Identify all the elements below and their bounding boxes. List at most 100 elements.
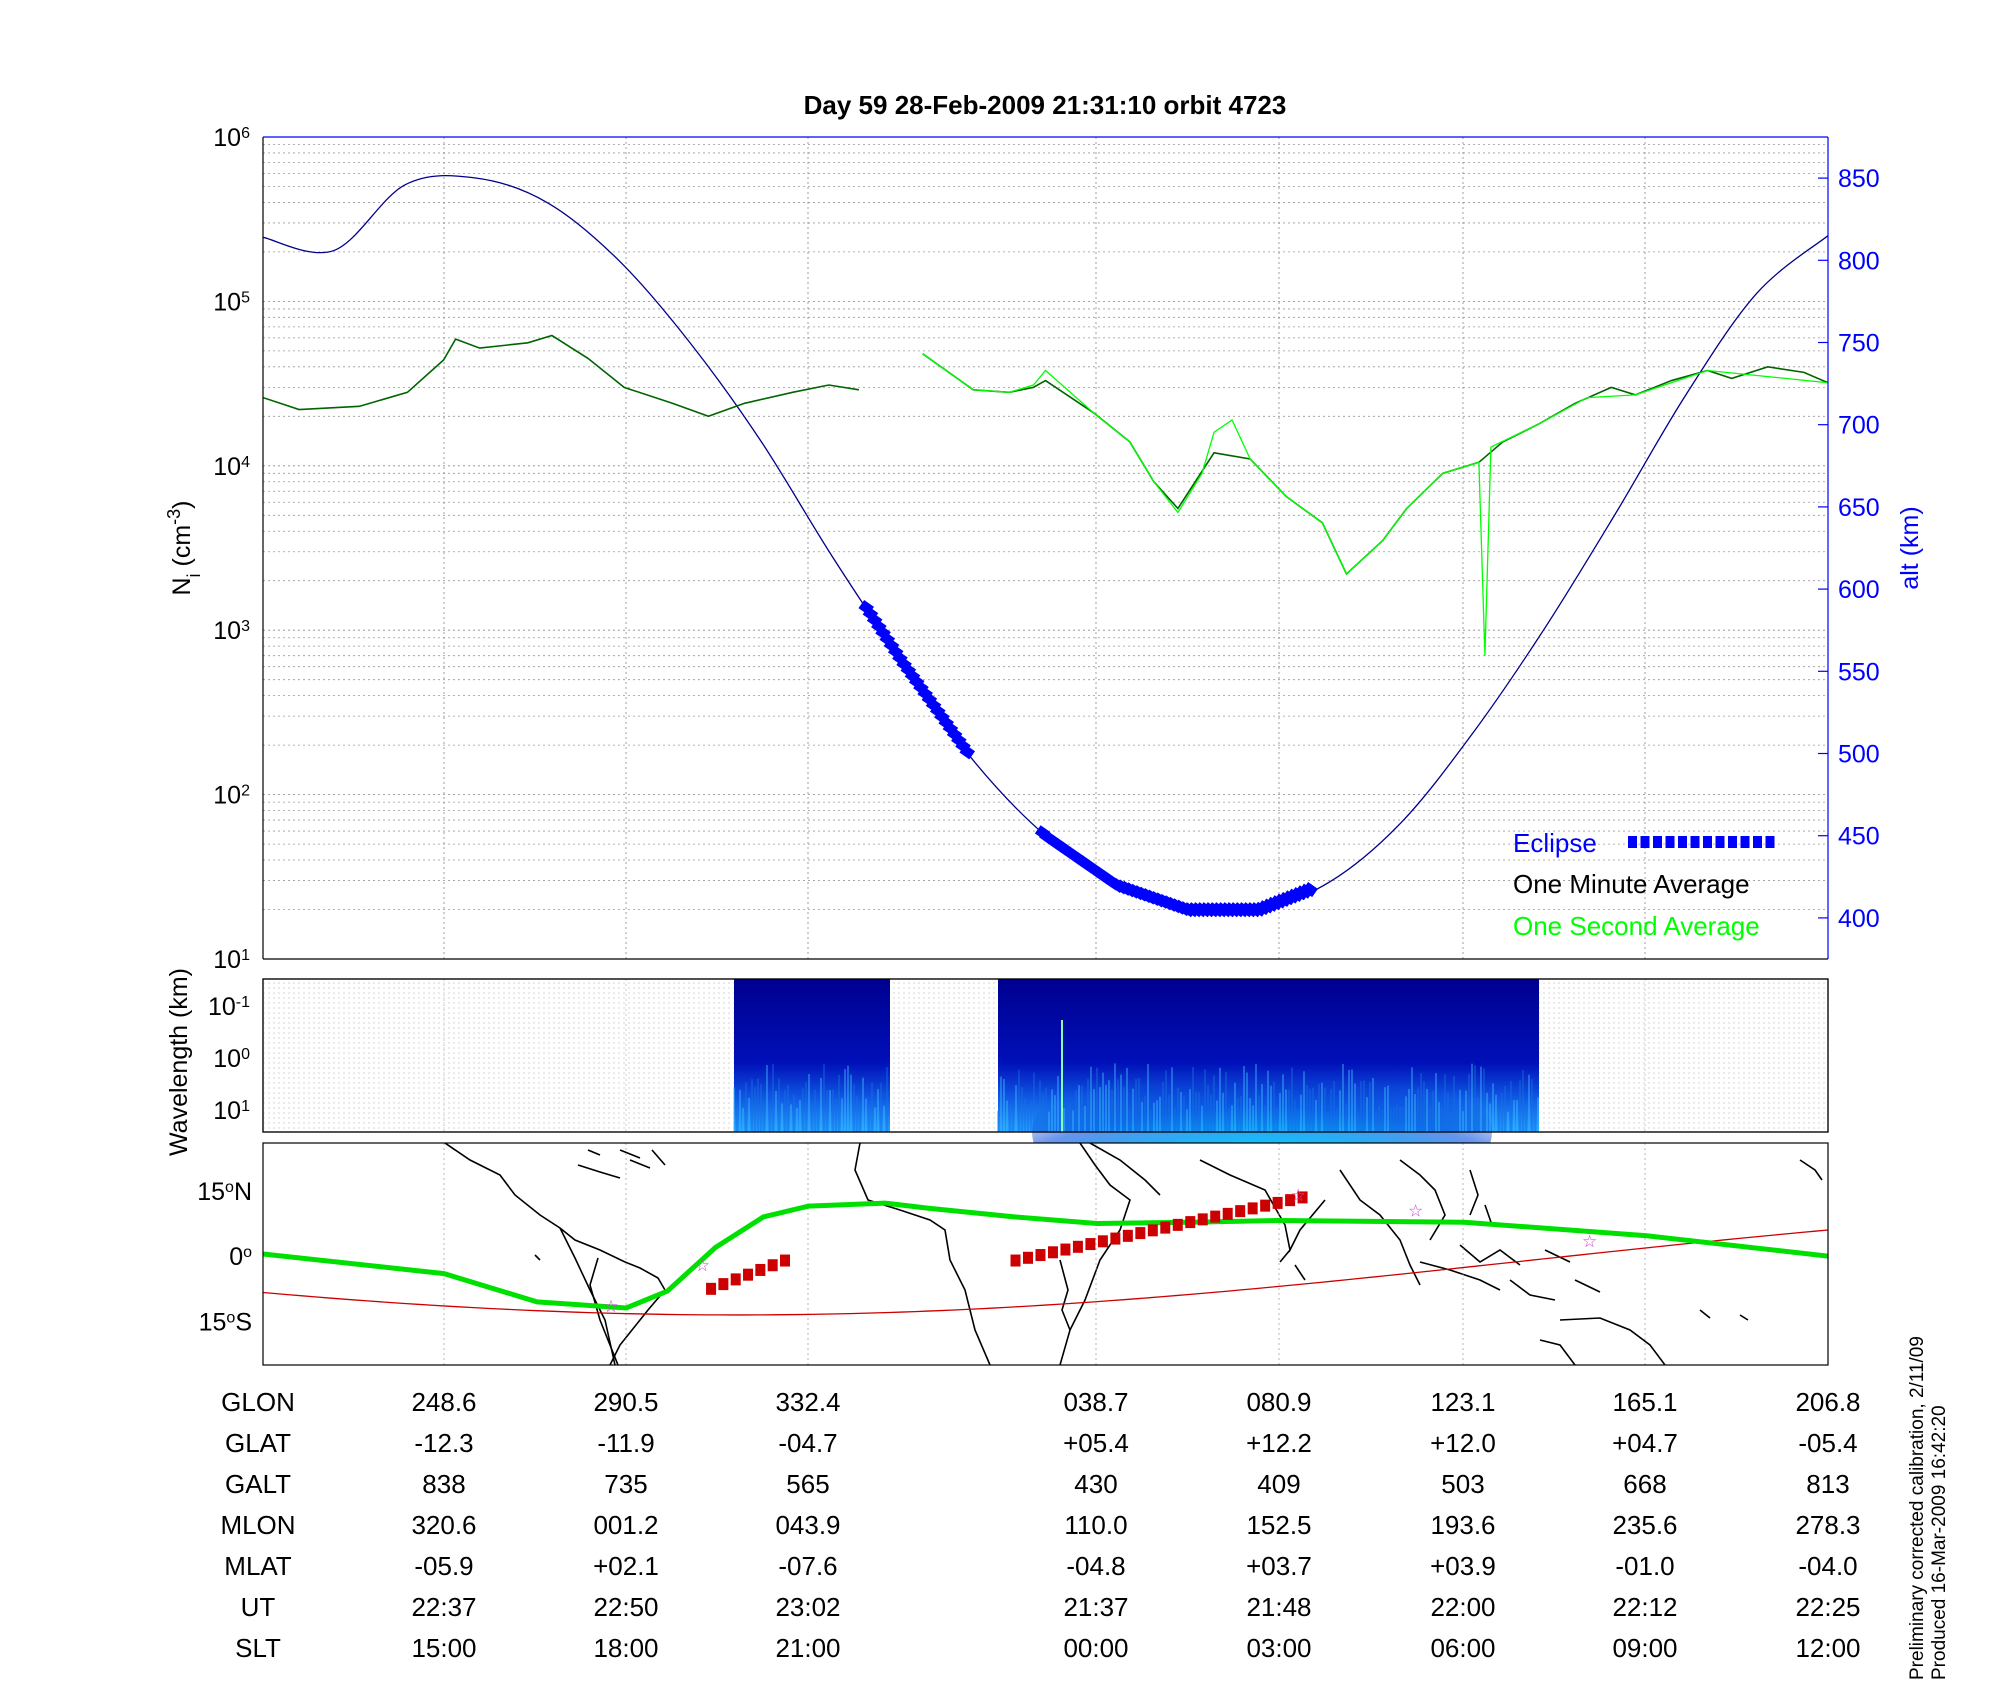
table-cell: 22:37 (411, 1592, 476, 1622)
one-minute-segment (263, 334, 860, 418)
tick-base: 10 (213, 1097, 241, 1125)
left-tick-label: 103 (213, 617, 250, 645)
map-tick-label: 0o (229, 1243, 252, 1271)
left-tick-label: 101 (213, 946, 250, 974)
tick-base: 10 (208, 993, 236, 1021)
table-cell: 206.8 (1795, 1387, 1860, 1417)
table-cell: 110.0 (1064, 1510, 1127, 1540)
coastline-arabia-india (1089, 1143, 1326, 1281)
hemisphere-suffix: S (235, 1308, 252, 1336)
tick-exponent: 5 (241, 289, 250, 306)
y-axis-left-label: Ni (cm-3) (164, 500, 204, 595)
right-tick-label: 400 (1838, 905, 1880, 933)
map-eclipse-marker (1010, 1254, 1021, 1267)
table-cell: 21:48 (1246, 1592, 1311, 1622)
map-eclipse-marker (1235, 1205, 1246, 1218)
map-tick-label: 15oN (197, 1178, 252, 1206)
table-cell: 813 (1806, 1469, 1849, 1499)
table-cell: +04.7 (1612, 1428, 1678, 1458)
table-cell: 080.9 (1246, 1387, 1311, 1417)
wavelength-tick-label: 101 (213, 1097, 250, 1125)
right-tick-labels: 400 450 500 550 600 650 700 750 800 850 (1818, 165, 1880, 933)
map-eclipse-marker (1072, 1240, 1083, 1253)
map-eclipse-marker (1147, 1224, 1158, 1237)
eclipse-markers (858, 599, 1318, 918)
tick-exponent: 0 (241, 1046, 250, 1063)
table-cell: 22:12 (1612, 1592, 1677, 1622)
map-eclipse-marker (1247, 1202, 1258, 1215)
tick-value: 15 (199, 1308, 227, 1336)
table-cell: 001.2 (593, 1510, 658, 1540)
table-cell: 430 (1074, 1469, 1117, 1499)
map-eclipse-marker (1135, 1227, 1146, 1240)
legend-swatch-dash (1715, 836, 1725, 848)
table-cell: 22:50 (593, 1592, 658, 1622)
eclipse-marker (1302, 882, 1318, 898)
table-cell: 15:00 (411, 1633, 476, 1663)
tick-base: 10 (213, 1045, 241, 1073)
degree-sign: o (243, 1244, 252, 1261)
right-tick-label: 600 (1838, 576, 1880, 604)
table-cell: -05.9 (414, 1551, 473, 1581)
tick-exponent: 1 (241, 1098, 250, 1115)
table-cell: 248.6 (411, 1387, 476, 1417)
tick-exponent: -1 (236, 994, 250, 1011)
legend-swatch-dash (1703, 836, 1712, 848)
table-cell: 038.7 (1063, 1387, 1128, 1417)
table-cell: 320.6 (411, 1510, 476, 1540)
right-tick-label: 550 (1838, 658, 1880, 686)
table-cell: 735 (604, 1469, 647, 1499)
table-row-label: MLAT (224, 1551, 292, 1581)
map-eclipse-marker (1222, 1207, 1233, 1220)
chart-title: Day 59 28-Feb-2009 21:31:10 orbit 4723 (804, 90, 1287, 120)
table-cell: 22:25 (1795, 1592, 1860, 1622)
map-eclipse-marker (1122, 1229, 1133, 1242)
left-tick-label: 106 (213, 124, 250, 152)
panel1-grid (263, 136, 1829, 960)
panel3-border (262, 1142, 1829, 1366)
map-eclipse-marker (1060, 1243, 1071, 1256)
table-row-label: SLT (235, 1633, 281, 1663)
table-row-label: UT (241, 1592, 276, 1622)
map-eclipse-marker (1097, 1235, 1108, 1248)
table-cell: 043.9 (775, 1510, 840, 1540)
tick-base: 10 (213, 617, 241, 645)
tick-base: 10 (213, 124, 241, 152)
left-tick-label: 102 (213, 782, 250, 810)
tick-base: 10 (213, 453, 241, 481)
table-cell: 503 (1441, 1469, 1484, 1499)
credit-line-2: Produced 16-Mar-2009 16:42:20 (1929, 1405, 1950, 1680)
legend-one-minute: One Minute Average (1513, 869, 1750, 899)
table-cell: +03.9 (1430, 1551, 1496, 1581)
right-tick-label: 700 (1838, 412, 1880, 440)
map-eclipse-marker (706, 1282, 717, 1295)
legend-eclipse-swatch (1628, 836, 1775, 848)
tick-base: 10 (213, 946, 241, 974)
map-eclipse-marker (1285, 1194, 1296, 1207)
panel2-grid (263, 979, 1829, 1132)
one-second-segment (922, 353, 1828, 656)
map-eclipse-marker (1260, 1199, 1271, 1212)
coastlines (444, 1143, 1823, 1365)
map-eclipse-marker (1185, 1216, 1196, 1229)
star-marker: ☆ (1291, 1186, 1306, 1205)
table-cell: +03.7 (1246, 1551, 1312, 1581)
map-eclipse-marker (1035, 1249, 1046, 1262)
table-cell: 21:00 (775, 1633, 840, 1663)
legend-one-second: One Second Average (1513, 911, 1760, 941)
tick-value: 0 (229, 1243, 243, 1271)
star-marker: ☆ (603, 1297, 618, 1316)
y-label-subscript: i (184, 573, 204, 577)
star-marker: ☆ (1582, 1232, 1597, 1251)
tick-exponent: 6 (241, 125, 250, 142)
table-cell: 165.1 (1612, 1387, 1677, 1417)
tick-base: 10 (213, 782, 241, 810)
tick-exponent: 4 (241, 453, 250, 470)
table-cell: +12.0 (1430, 1428, 1496, 1458)
legend-swatch-dash (1728, 836, 1737, 848)
table-cell: -05.4 (1798, 1428, 1857, 1458)
star-marker: ☆ (1408, 1201, 1423, 1220)
map-eclipse-marker (755, 1263, 766, 1276)
map-eclipse-marker (767, 1259, 778, 1272)
